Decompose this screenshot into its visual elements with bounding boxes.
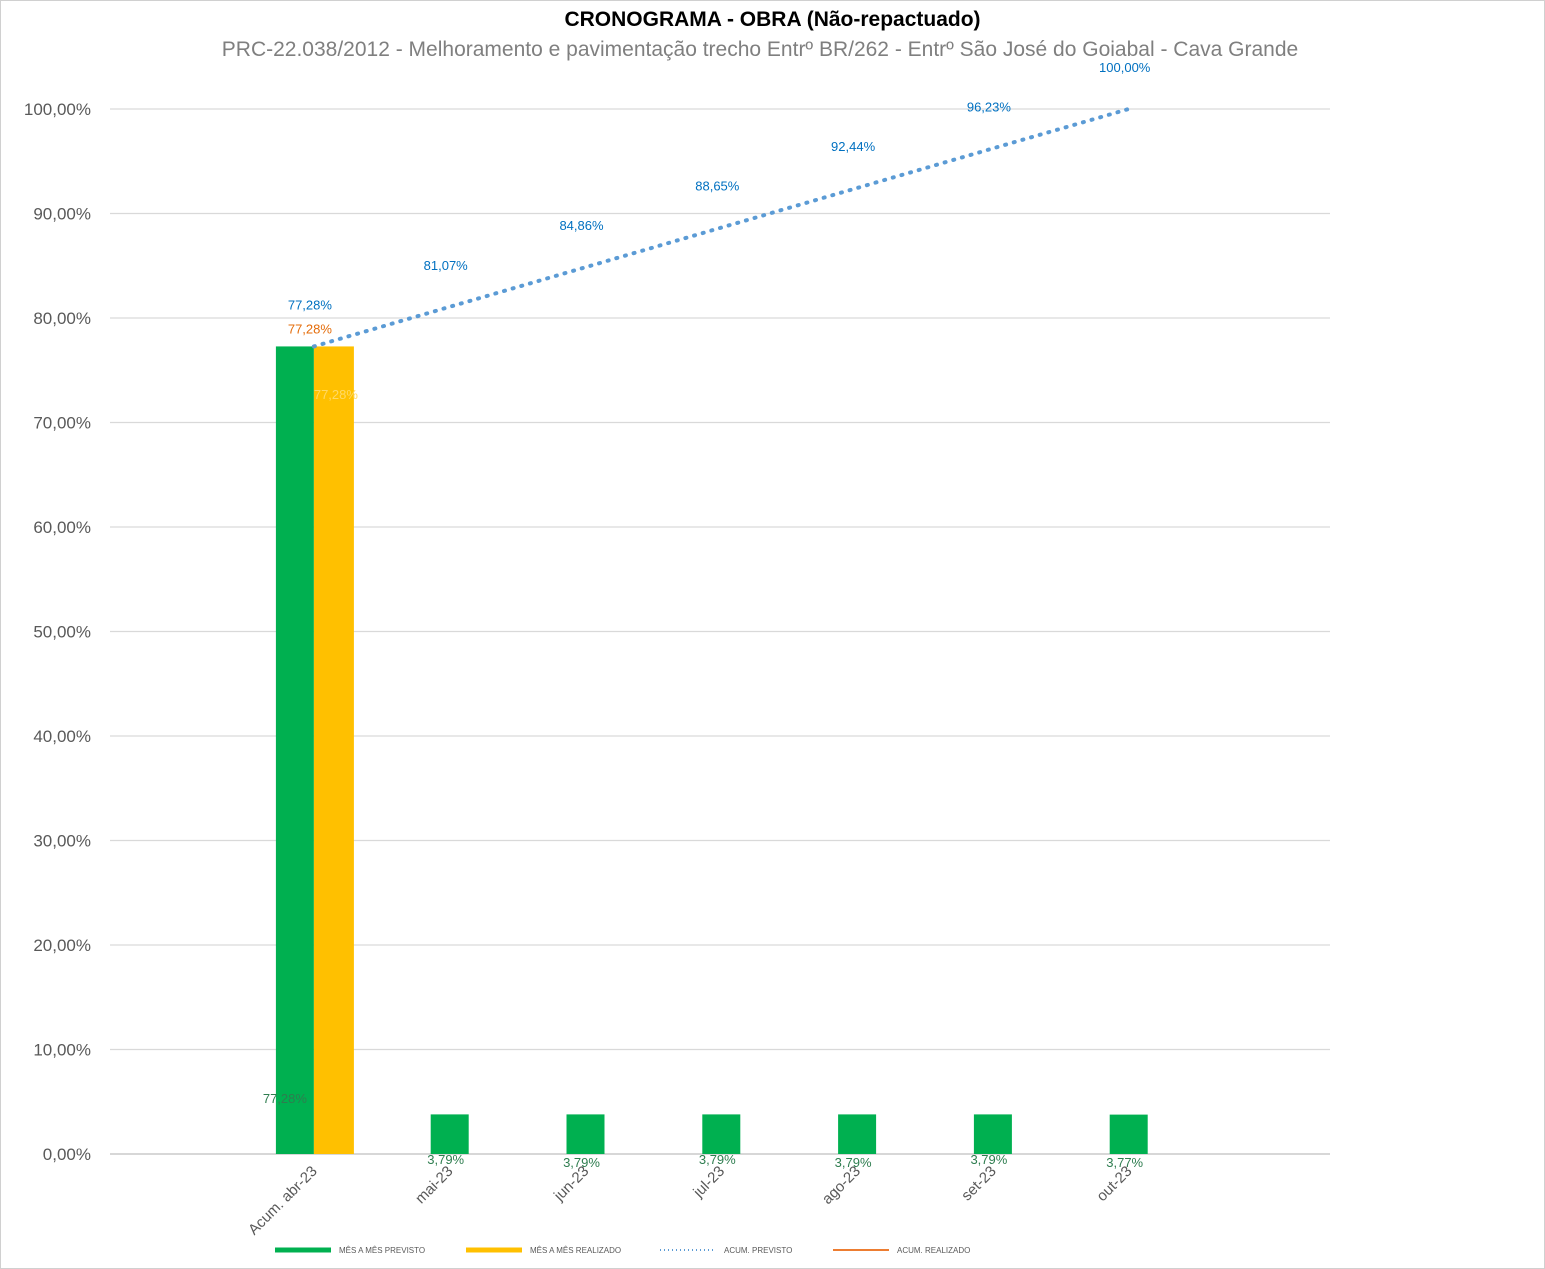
line-acum-previsto (311, 107, 1131, 349)
bars (275, 346, 1148, 1154)
y-tick-label: 0,00% (43, 1145, 91, 1164)
y-tick-label: 60,00% (33, 518, 91, 537)
data-label-previsto: 3,77% (1106, 1155, 1143, 1170)
series-lines (311, 107, 1131, 349)
y-tick-label: 100,00% (24, 100, 91, 119)
bar-previsto (702, 1114, 741, 1154)
data-label-acum-previsto: 81,07% (424, 258, 469, 273)
point-acum-realizado (313, 345, 315, 347)
bar-realizado (313, 346, 354, 1154)
data-label-previsto: 3,79% (563, 1155, 600, 1170)
data-label-acum-previsto: 92,44% (831, 139, 876, 154)
bar-previsto (973, 1114, 1012, 1154)
y-tick-label: 10,00% (33, 1041, 91, 1060)
data-label-previsto: 3,79% (427, 1152, 464, 1167)
data-label-acum-previsto: 96,23% (967, 99, 1012, 114)
bar-previsto (275, 346, 314, 1154)
data-label-acum-previsto: 100,00% (1099, 60, 1151, 75)
legend-label: ACUM. PREVISTO (724, 1246, 792, 1255)
x-tick-label: set-23 (958, 1163, 1000, 1205)
data-label-previsto: 77,28% (263, 1091, 308, 1106)
y-tick-label: 90,00% (33, 205, 91, 224)
bar-previsto (838, 1114, 877, 1154)
legend-label: MÊS A MÊS PREVISTO (339, 1246, 425, 1255)
data-label-acum-realizado: 77,28% (288, 321, 333, 336)
data-label-realizado: 77,28% (314, 387, 359, 402)
legend: MÊS A MÊS PREVISTO MÊS A MÊS REALIZADO ACU… (275, 1246, 970, 1255)
data-label-acum-previsto: 84,86% (559, 218, 604, 233)
data-label-acum-previsto: 88,65% (695, 179, 740, 194)
bar-previsto (566, 1114, 605, 1154)
y-tick-label: 20,00% (33, 936, 91, 955)
y-tick-label: 50,00% (33, 623, 91, 642)
data-label-previsto: 3,79% (699, 1152, 736, 1167)
legend-label: ACUM. REALIZADO (897, 1246, 970, 1255)
x-tick-label: jul-23 (689, 1163, 728, 1202)
bar-previsto (1109, 1114, 1148, 1154)
data-label-acum-previsto: 77,28% (288, 297, 333, 312)
data-label-previsto: 3,79% (835, 1155, 872, 1170)
data-label-previsto: 3,79% (970, 1152, 1007, 1167)
y-axis: 0,00% 10,00% 20,00% 30,00% 40,00% 50,00% 60,00… (24, 100, 91, 1164)
y-tick-label: 80,00% (33, 309, 91, 328)
x-axis: Acum. abr-23 mai-23 jun-23 jul-23 ago-23 set-… (245, 1163, 1135, 1239)
x-tick-label: Acum. abr-23 (245, 1163, 321, 1239)
chart-subtitle: PRC-22.038/2012 - Melhoramento e pavimen… (221, 38, 1299, 61)
y-tick-label: 40,00% (33, 727, 91, 746)
y-tick-label: 30,00% (33, 832, 91, 851)
x-tick-label: mai-23 (412, 1163, 456, 1207)
data-labels: 77,28% 3,79% 3,79% 3,79% 3,79% 3,79% 3,77% 77,2… (263, 60, 1151, 1170)
chart-title: CRONOGRAMA - OBRA (Não-repactuado) (564, 8, 981, 31)
legend-label: MÊS A MÊS REALIZADO (530, 1246, 621, 1255)
y-tick-label: 70,00% (33, 414, 91, 433)
bar-previsto (430, 1114, 469, 1154)
